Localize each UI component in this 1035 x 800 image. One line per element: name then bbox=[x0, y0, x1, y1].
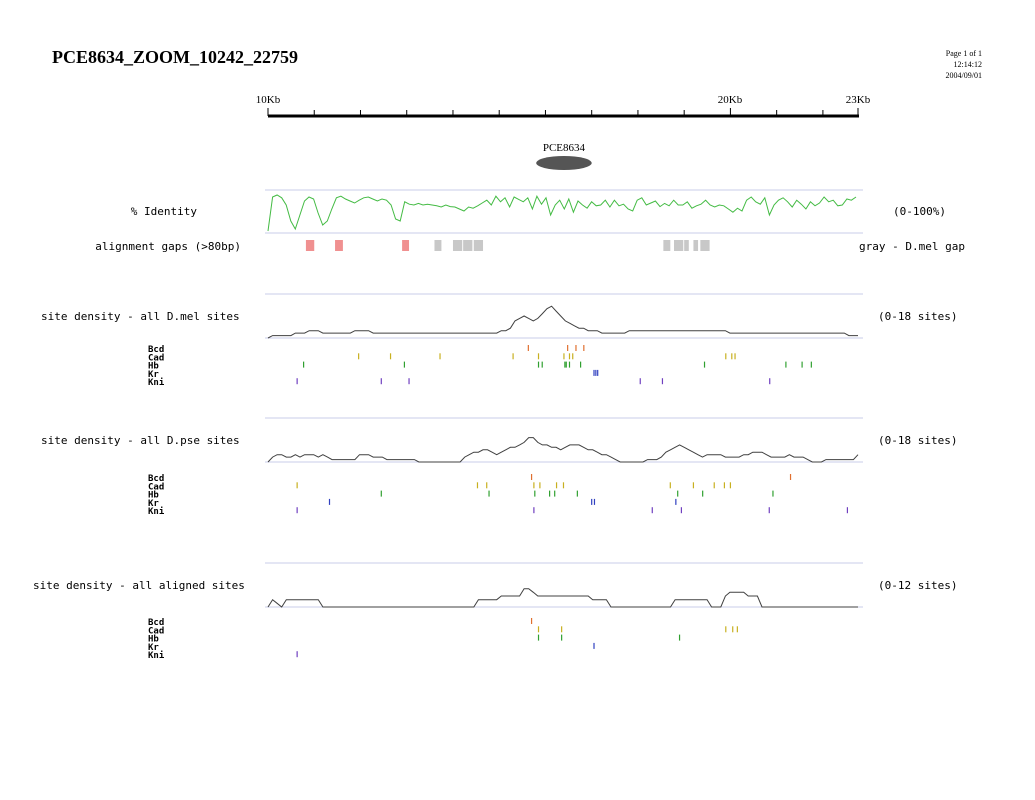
ruler-mid-label: 20Kb bbox=[718, 94, 743, 106]
factor-label-hb: Hb bbox=[148, 491, 159, 501]
gap-block-gray bbox=[434, 240, 442, 251]
factor-label-kr: Kr bbox=[148, 370, 159, 380]
density-curve bbox=[267, 437, 859, 463]
gap-block-pink bbox=[402, 240, 410, 251]
density-curve bbox=[267, 305, 858, 339]
gap-block-gray bbox=[693, 240, 699, 251]
gap-block-gray bbox=[663, 240, 671, 251]
gaps-right-label: gray - D.mel gap bbox=[859, 240, 965, 253]
factor-label-hb: Hb bbox=[148, 635, 159, 645]
factor-label-hb: Hb bbox=[148, 362, 159, 372]
density-track: site density - all D.pse sites (0-18 site… bbox=[41, 417, 957, 517]
identity-label: % Identity bbox=[131, 205, 198, 218]
track-label: site density - all aligned sites bbox=[33, 579, 245, 592]
page-number: Page 1 of 1 bbox=[945, 49, 982, 58]
page-info: Page 1 of 1 12:14:12 2004/09/01 bbox=[946, 48, 982, 81]
factor-label-cad: Cad bbox=[148, 626, 164, 636]
ruler-ticks bbox=[267, 108, 859, 116]
density-track: site density - all D.mel sites (0-18 site… bbox=[41, 293, 957, 388]
track-label: site density - all D.mel sites bbox=[41, 310, 240, 323]
gap-block-gray bbox=[674, 240, 684, 251]
factor-label-cad: Cad bbox=[148, 353, 164, 363]
gaps-label: alignment gaps (>80bp) bbox=[95, 240, 241, 253]
gap-block-gray bbox=[684, 240, 689, 251]
factor-label-kni: Kni bbox=[148, 650, 165, 661]
factor-label-kr: Kr bbox=[148, 643, 159, 653]
factor-label-cad: Cad bbox=[148, 482, 164, 492]
density-track: site density - all aligned sites (0-12 si… bbox=[33, 562, 957, 661]
factor-label-bcd: Bcd bbox=[148, 345, 164, 355]
factor-label-kni: Kni bbox=[148, 506, 165, 517]
gap-block-gray bbox=[452, 240, 463, 251]
element-label: PCE8634 bbox=[543, 142, 586, 154]
track-range-label: (0-18 sites) bbox=[878, 310, 957, 323]
ruler-end-label: 23Kb bbox=[846, 94, 871, 106]
identity-curve bbox=[267, 194, 857, 232]
track-range-label: (0-18 sites) bbox=[878, 434, 957, 447]
gap-block-gray bbox=[463, 240, 473, 251]
factor-label-bcd: Bcd bbox=[148, 474, 164, 484]
scale-ruler: 10Kb 20Kb 23Kb bbox=[256, 94, 871, 118]
identity-range-label: (0-100%) bbox=[893, 205, 946, 218]
ruler-start-label: 10Kb bbox=[256, 94, 281, 106]
gap-block-gray bbox=[473, 240, 484, 251]
page-title: PCE8634_ZOOM_10242_22759 bbox=[52, 47, 298, 67]
density-curve bbox=[267, 588, 858, 608]
element-ellipse bbox=[536, 156, 592, 170]
track-range-label: (0-12 sites) bbox=[878, 579, 957, 592]
factor-label-kr: Kr bbox=[148, 499, 159, 509]
gap-block-pink bbox=[335, 240, 343, 251]
site-density-tracks: site density - all D.mel sites (0-18 site… bbox=[33, 293, 957, 661]
print-time: 12:14:12 bbox=[953, 60, 982, 69]
alignment-gaps bbox=[305, 240, 710, 251]
factor-label-bcd: Bcd bbox=[148, 618, 164, 628]
gap-block-pink bbox=[305, 240, 315, 251]
track-label: site density - all D.pse sites bbox=[41, 434, 240, 447]
factor-label-kni: Kni bbox=[148, 377, 165, 388]
gap-block-gray bbox=[700, 240, 710, 251]
print-date: 2004/09/01 bbox=[945, 71, 982, 80]
